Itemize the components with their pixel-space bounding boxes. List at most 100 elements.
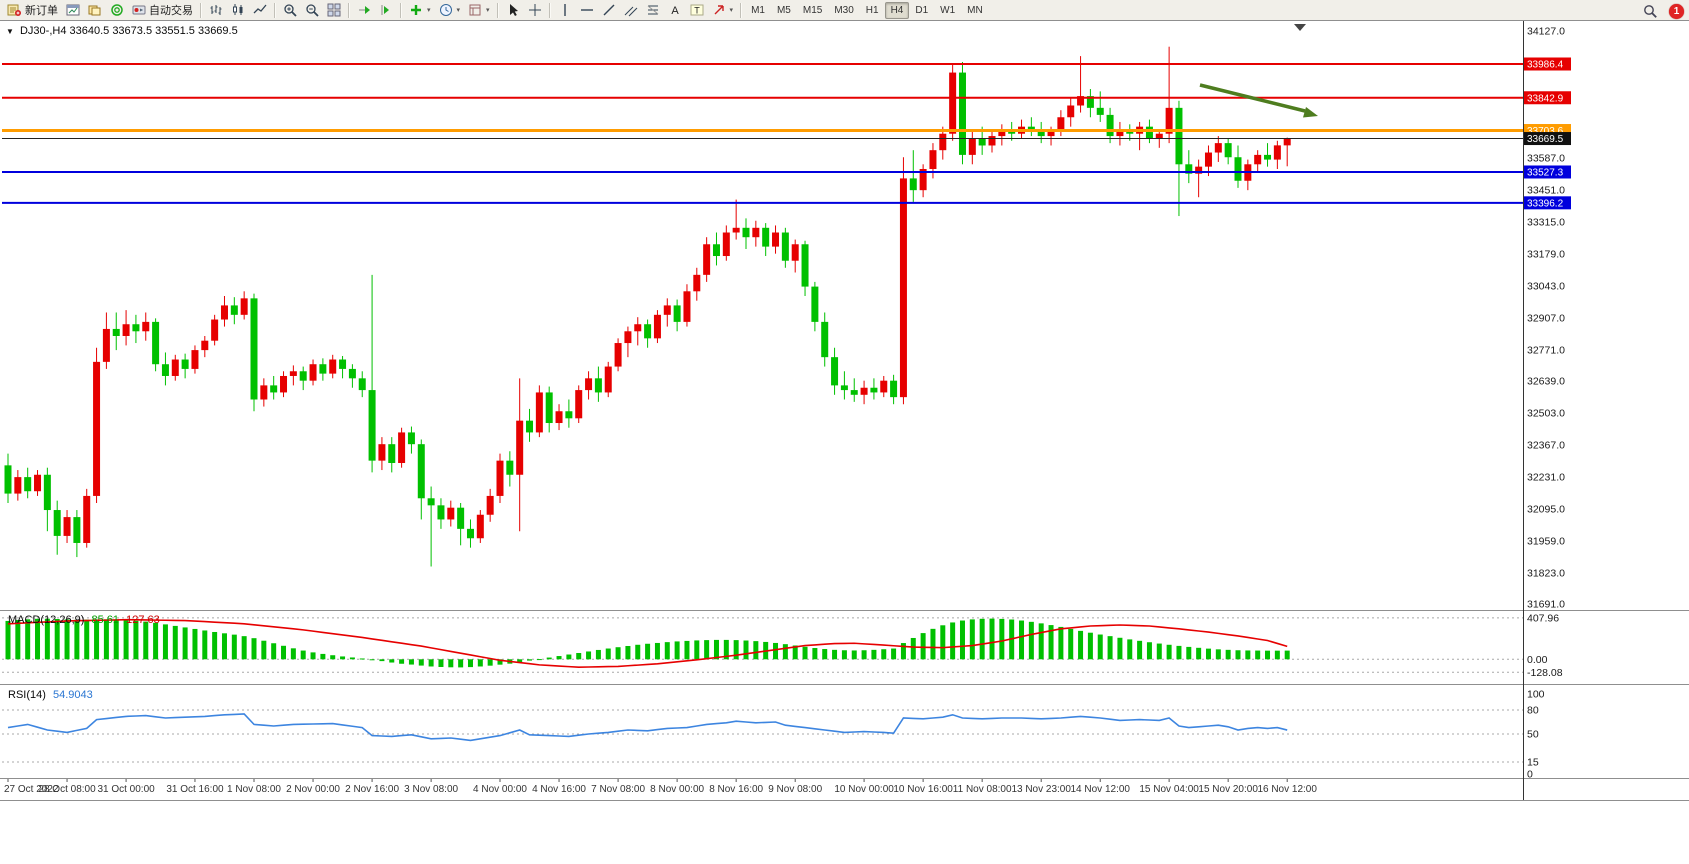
macd-bar xyxy=(251,638,257,660)
zoom-out-button[interactable] xyxy=(301,1,323,20)
candle xyxy=(63,510,71,543)
time-axis-label: 4 Nov 00:00 xyxy=(473,784,527,795)
svg-text:33842.9: 33842.9 xyxy=(1527,93,1564,104)
profiles-button[interactable] xyxy=(84,1,106,20)
bar-chart-button[interactable] xyxy=(205,1,227,20)
zoom-in-button[interactable] xyxy=(279,1,301,20)
timeframe-M15-button[interactable]: M15 xyxy=(802,4,823,16)
cursor-button[interactable] xyxy=(502,1,524,20)
macd-bar xyxy=(349,657,355,660)
timeframe-M30-button[interactable]: M30 xyxy=(834,4,854,16)
candle xyxy=(850,378,858,402)
text-t-icon: T xyxy=(690,3,704,17)
vertical-line-button[interactable] xyxy=(554,1,576,20)
candlestick-chart-button[interactable] xyxy=(227,1,249,20)
candle xyxy=(880,375,888,398)
timeframe-M5-button[interactable]: M5 xyxy=(776,4,791,16)
macd-bar xyxy=(704,640,710,660)
crosshair-button[interactable] xyxy=(524,1,546,20)
macd-bar xyxy=(969,619,975,660)
macd-bar xyxy=(1156,643,1162,660)
macd-bar xyxy=(241,636,247,660)
time-axis-label: 2 Nov 00:00 xyxy=(286,784,340,795)
indicators-button[interactable]: ▾ xyxy=(405,1,435,20)
macd-bar xyxy=(54,619,60,660)
price-axis-label: 32095.0 xyxy=(1527,503,1565,515)
timeframe-D1-button[interactable]: D1 xyxy=(915,4,929,16)
candle xyxy=(998,124,1006,146)
toolbar-separator xyxy=(200,2,202,18)
candle xyxy=(1027,117,1035,137)
toolbar-separator xyxy=(348,2,350,18)
symbol-dropdown-icon[interactable]: ▼ xyxy=(6,27,14,36)
rsi-axis-label: 15 xyxy=(1527,757,1539,769)
horizontal-line-button[interactable] xyxy=(576,1,598,20)
time-axis-label: 10 Nov 00:00 xyxy=(834,784,894,795)
time-axis-label: 28 Oct 08:00 xyxy=(38,784,96,795)
candle xyxy=(811,281,819,332)
macd-bar xyxy=(231,634,237,660)
price-tag-33842.9: 33842.9 xyxy=(1524,91,1571,105)
macd-bar xyxy=(950,622,956,660)
candle xyxy=(1234,145,1242,188)
notification-badge[interactable]: 1 xyxy=(1669,4,1684,19)
time-axis-label: 1 Nov 08:00 xyxy=(227,784,281,795)
macd-bar xyxy=(113,619,119,660)
auto-trading-button[interactable]: 自动交易 xyxy=(128,1,197,20)
new-order-button[interactable]: 新订单 xyxy=(3,1,62,20)
auto-scroll-button[interactable] xyxy=(353,1,375,20)
search-button[interactable] xyxy=(1639,2,1662,21)
line-chart-button[interactable] xyxy=(249,1,271,20)
equidistant-channel-button[interactable] xyxy=(620,1,642,20)
text-button[interactable]: A xyxy=(664,1,686,20)
macd-bar xyxy=(458,659,464,668)
text-label-button[interactable]: T xyxy=(686,1,708,20)
chart-shift-marker-icon[interactable] xyxy=(1294,24,1306,31)
timeframe-W1-button[interactable]: W1 xyxy=(940,4,956,16)
timeframe-H1-button[interactable]: H1 xyxy=(865,4,879,16)
macd-bar xyxy=(694,640,700,660)
macd-bar xyxy=(340,656,346,660)
arrows-button[interactable]: ▾ xyxy=(708,1,738,20)
timeframe-M1-button[interactable]: M1 xyxy=(751,4,765,16)
fibonacci-button[interactable] xyxy=(642,1,664,20)
macd-bar xyxy=(1166,644,1172,660)
candle xyxy=(427,486,435,567)
trend-arrow-annotation[interactable] xyxy=(1199,83,1318,118)
macd-bar xyxy=(192,628,198,660)
macd-bar xyxy=(517,659,523,663)
price-axis-label: 32367.0 xyxy=(1527,439,1565,451)
candle xyxy=(634,317,642,346)
candle xyxy=(899,157,907,405)
periods-button[interactable]: ▾ xyxy=(435,1,465,20)
chart-shift-button[interactable] xyxy=(375,1,397,20)
candle xyxy=(752,220,760,247)
price-axis-label: 33587.0 xyxy=(1527,152,1565,164)
time-axis-label: 31 Oct 16:00 xyxy=(166,784,224,795)
autotrade-icon xyxy=(132,3,146,17)
macd-bar xyxy=(1097,634,1103,660)
candle xyxy=(1204,145,1212,177)
svg-text:33527.3: 33527.3 xyxy=(1527,167,1564,178)
rsi-axis-label: 80 xyxy=(1527,705,1539,717)
candle xyxy=(516,378,524,532)
tile-windows-button[interactable] xyxy=(323,1,345,20)
templates-button[interactable]: ▾ xyxy=(464,1,494,20)
market-button[interactable] xyxy=(106,1,128,20)
charts-button[interactable] xyxy=(62,1,84,20)
macd-bar xyxy=(576,652,582,660)
candle xyxy=(1086,89,1094,118)
macd-bar xyxy=(221,633,227,660)
candle xyxy=(1273,140,1281,169)
candle xyxy=(1057,110,1065,137)
macd-bar xyxy=(64,619,70,660)
candle xyxy=(329,354,337,379)
timeframe-H4-button[interactable]: H4 xyxy=(884,1,910,19)
candle xyxy=(43,467,51,532)
candle xyxy=(358,371,366,398)
trendline-button[interactable] xyxy=(598,1,620,20)
timeframe-MN-button[interactable]: MN xyxy=(967,4,983,16)
candle xyxy=(565,399,573,428)
candle xyxy=(703,237,711,282)
